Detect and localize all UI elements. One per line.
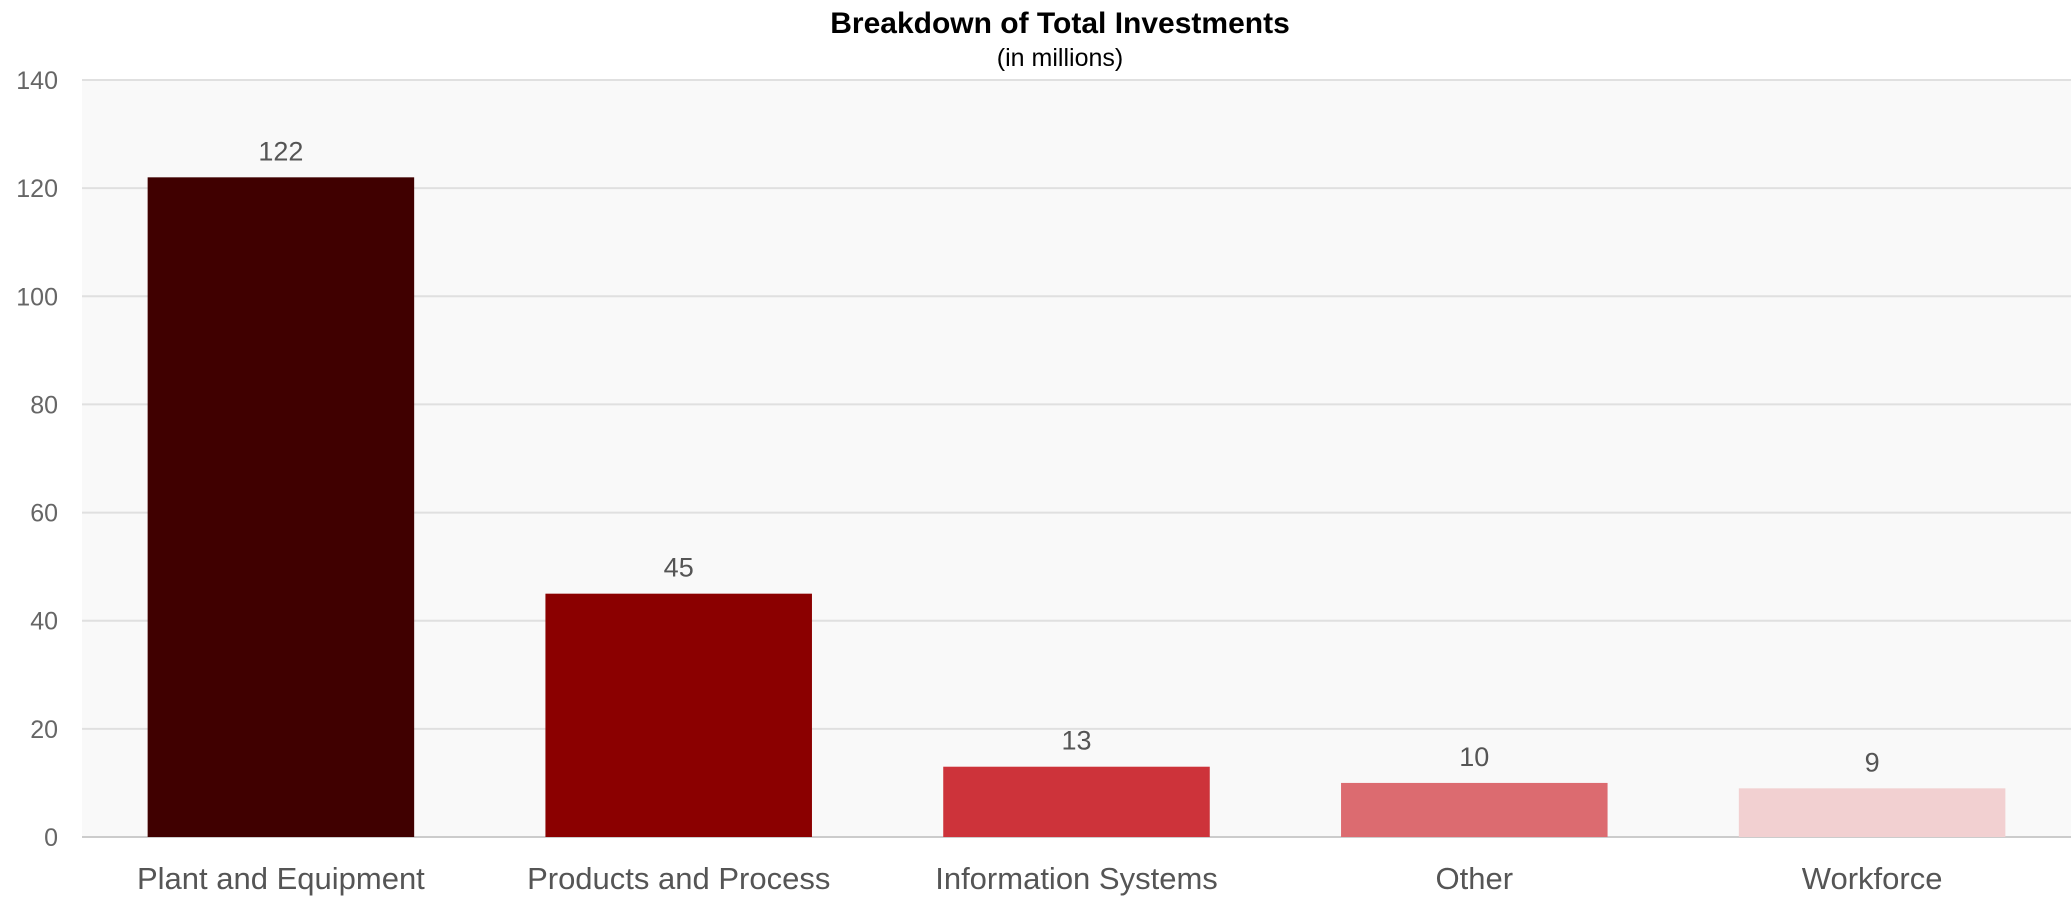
- x-tick-label: Other: [1436, 861, 1514, 896]
- data-label: 10: [1459, 742, 1489, 772]
- bar: [545, 593, 812, 837]
- data-label: 13: [1061, 726, 1091, 756]
- y-tick-label: 120: [16, 175, 58, 203]
- chart-subtitle: (in millions): [997, 44, 1123, 72]
- data-label: 9: [1865, 747, 1880, 777]
- y-tick-label: 80: [30, 391, 58, 419]
- chart-title: Breakdown of Total Investments: [830, 7, 1290, 40]
- x-tick-label: Workforce: [1802, 861, 1943, 896]
- data-label: 122: [258, 136, 303, 166]
- y-axis: 0 20 40 60 80 100 120 140: [16, 67, 58, 852]
- x-tick-label: Products and Process: [527, 861, 830, 896]
- y-tick-label: 0: [44, 824, 58, 852]
- y-tick-label: 20: [30, 716, 58, 744]
- x-tick-label: Information Systems: [935, 861, 1218, 896]
- bar: [147, 177, 415, 838]
- bars: [147, 177, 2006, 838]
- data-label: 45: [664, 553, 694, 583]
- y-tick-label: 100: [16, 283, 58, 311]
- x-axis: Plant and Equipment Products and Process I…: [137, 861, 1942, 896]
- data-labels: 122 45 13 10 9: [258, 136, 1879, 777]
- y-tick-label: 140: [16, 67, 58, 95]
- y-tick-label: 60: [30, 500, 58, 528]
- bar: [1341, 782, 1608, 837]
- bar: [943, 766, 1210, 837]
- x-tick-label: Plant and Equipment: [137, 861, 425, 896]
- y-tick-label: 40: [30, 608, 58, 636]
- bar: [1738, 788, 2006, 837]
